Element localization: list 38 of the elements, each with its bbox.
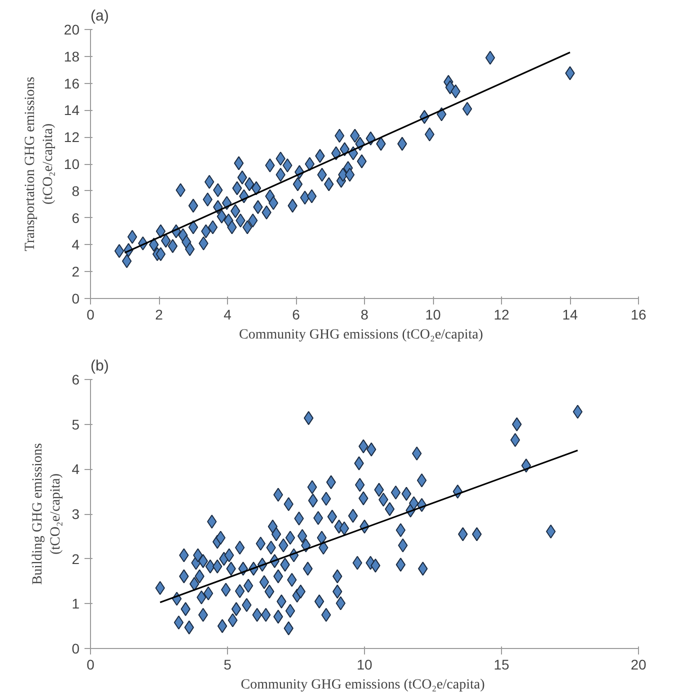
x-tick-label: 16 (630, 306, 646, 322)
x-tick-label: 6 (292, 306, 300, 322)
x-tick-label: 4 (224, 306, 232, 322)
y-tick-label: 6 (72, 372, 80, 388)
y-tick-label: 0 (72, 290, 80, 306)
x-axis-title: Community GHG emissions (tCO₂e/capita) (238, 328, 484, 342)
x-tick-label: 14 (562, 306, 578, 322)
y-tick-label: 8 (72, 182, 80, 199)
x-tick-label: 10 (425, 306, 441, 322)
y-tick-label: 10 (64, 156, 80, 172)
y-axis-title: Building GHG emissions (tCO₂e/capita) (30, 443, 64, 585)
chart-title: (b) (90, 358, 109, 374)
x-tick-label: 8 (360, 306, 369, 322)
y-tick-label: 4 (72, 236, 80, 253)
y-tick-label: 4 (72, 461, 80, 478)
x-tick-label: 0 (86, 656, 95, 672)
x-axis-title: Community GHG emissions (tCO₂e/capita) (240, 678, 486, 692)
y-tick-label: 5 (72, 416, 80, 432)
y-tick-label: 6 (72, 210, 80, 226)
x-tick-label: 0 (86, 306, 95, 322)
y-tick-label: 16 (64, 75, 80, 92)
x-tick-label: 20 (630, 656, 646, 672)
y-tick-label: 1 (72, 596, 80, 612)
y-tick-label: 0 (72, 640, 80, 656)
x-tick-label: 15 (494, 656, 510, 672)
y-tick-label: 14 (64, 102, 80, 118)
y-tick-label: 12 (64, 129, 80, 146)
y-axis-title: Transportation GHG emissions (tCO₂e/capita) (22, 76, 56, 252)
y-tick-label: 2 (72, 550, 80, 567)
chart-title: (a) (90, 8, 109, 24)
x-tick-label: 10 (356, 656, 372, 672)
y-tick-label: 3 (72, 506, 80, 522)
y-tick-label: 2 (72, 264, 80, 280)
x-tick-label: 2 (155, 306, 164, 322)
x-tick-label: 5 (224, 656, 232, 672)
x-tick-label: 12 (494, 306, 510, 322)
y-tick-label: 18 (64, 48, 80, 64)
y-tick-label: 20 (64, 22, 80, 38)
